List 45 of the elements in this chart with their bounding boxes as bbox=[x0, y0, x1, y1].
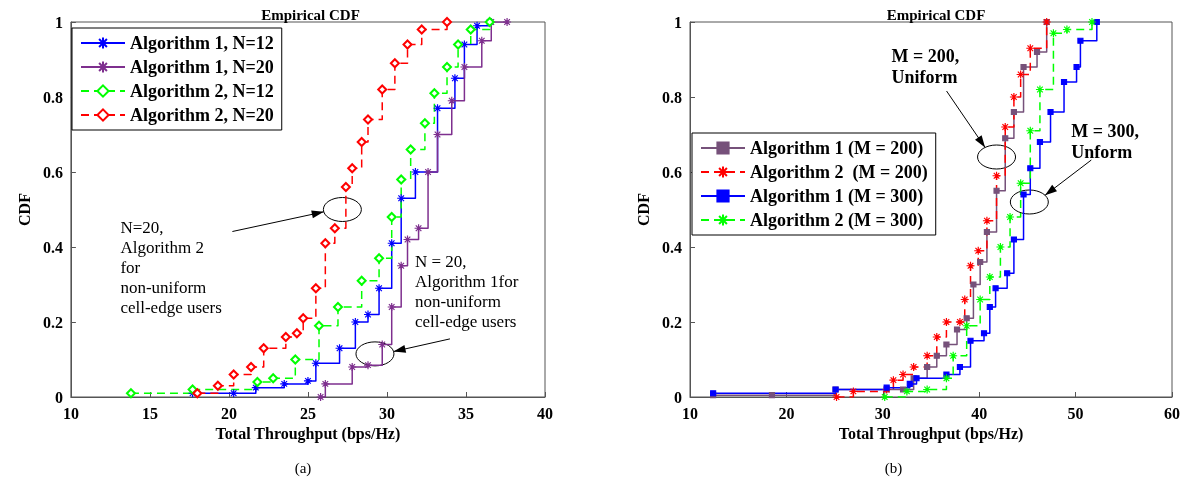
x-tick-label: 10 bbox=[682, 404, 698, 422]
x-tick-label: 10 bbox=[62, 404, 79, 422]
y-tick-label: 1 bbox=[674, 13, 682, 31]
y-tick-label: 0.6 bbox=[42, 163, 63, 181]
x-axis-title: Total Throughput (bps/Hz) bbox=[215, 425, 401, 444]
y-tick-label: 0 bbox=[54, 388, 63, 406]
chart-title: Empirical CDF bbox=[886, 6, 986, 23]
y-tick-label: 1 bbox=[54, 13, 63, 31]
x-axis-title: Total Throughput (bps/Hz) bbox=[838, 425, 1024, 444]
text: (a) bbox=[294, 459, 312, 477]
y-tick-label: 0.8 bbox=[662, 88, 682, 106]
y-tick-label: 0.4 bbox=[42, 238, 63, 256]
x-tick-label: 20 bbox=[778, 404, 795, 422]
x-tick-label: 20 bbox=[220, 404, 237, 422]
y-tick-label: 0.2 bbox=[662, 313, 682, 331]
legend-label: Algorithm 2 (M = 200) bbox=[750, 162, 928, 183]
y-tick-label: 0.6 bbox=[662, 163, 682, 181]
legend-label: Algorithm 1 (M = 200) bbox=[750, 138, 924, 159]
legend-label: Algorithm 1, N=12 bbox=[130, 33, 274, 53]
annotation: N=20, Algorithm 2 for non-uniform cell-edge users bbox=[120, 218, 222, 317]
x-tick-label: 60 bbox=[1164, 404, 1180, 422]
y-tick-label: 0.8 bbox=[42, 88, 63, 106]
y-tick-label: 0.4 bbox=[662, 238, 682, 256]
x-tick-label: 40 bbox=[537, 404, 553, 422]
x-tick-label: 40 bbox=[971, 404, 988, 422]
legend-label: Algorithm 1, N=20 bbox=[130, 57, 274, 77]
annotation: N = 20, Algorithm 1for non-uniform cell-edge users bbox=[414, 252, 519, 332]
x-tick-label: 25 bbox=[299, 404, 316, 422]
y-axis-title: CDF bbox=[15, 192, 33, 226]
annotation: M = 200, Uniform bbox=[891, 45, 960, 87]
text: (b) bbox=[884, 459, 903, 477]
legend-label: Algorithm 2, N=12 bbox=[130, 81, 274, 101]
legend-label: Algorithm 2, N=20 bbox=[130, 105, 274, 125]
legend-label: Algorithm 2 (M = 300) bbox=[750, 210, 924, 231]
x-tick-label: 35 bbox=[457, 404, 474, 422]
y-tick-label: 0 bbox=[674, 388, 682, 406]
x-tick-label: 30 bbox=[378, 404, 395, 422]
x-tick-label: 15 bbox=[141, 404, 158, 422]
chart-title: Empirical CDF bbox=[261, 6, 360, 23]
y-tick-label: 0.2 bbox=[42, 313, 63, 331]
legend-label: Algorithm 1 (M = 300) bbox=[750, 186, 924, 207]
x-tick-label: 30 bbox=[874, 404, 891, 422]
annotation: M = 300, Unform bbox=[1071, 120, 1140, 162]
y-axis-title: CDF bbox=[634, 192, 652, 226]
x-tick-label: 50 bbox=[1067, 404, 1084, 422]
